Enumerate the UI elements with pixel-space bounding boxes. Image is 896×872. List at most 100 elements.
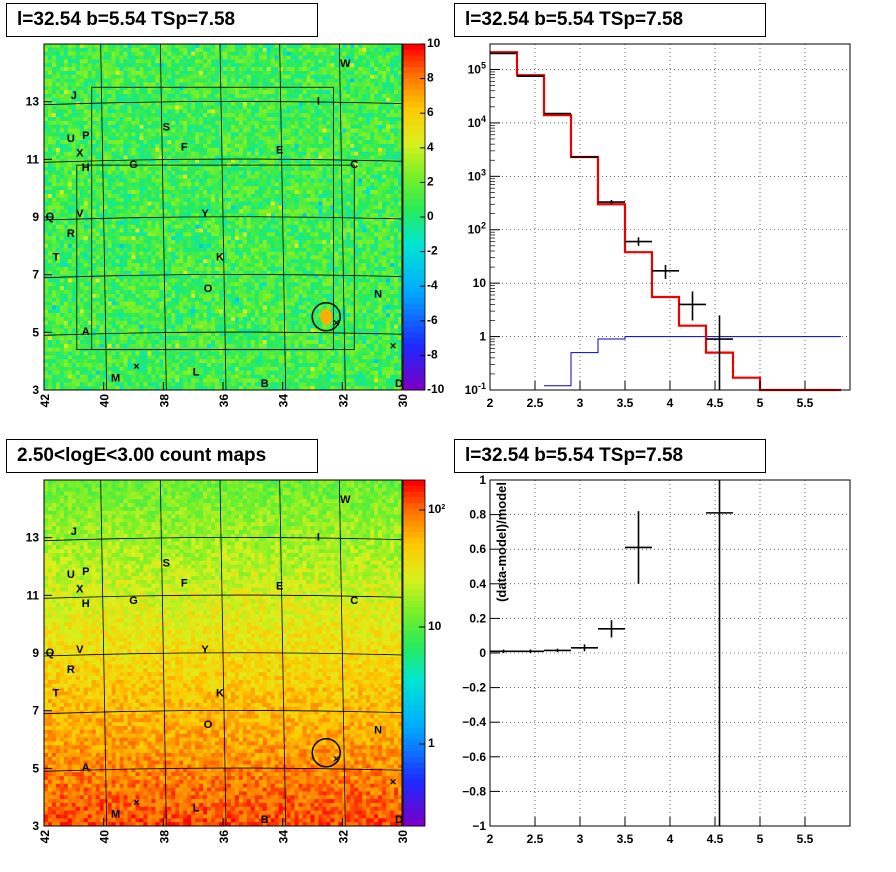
count-map-title: 2.50<logE<3.00 count maps: [6, 439, 318, 473]
residual-map-source-label: Y: [201, 208, 209, 220]
residual-map-ytick-label: 5: [32, 325, 39, 339]
count-map-xtick-label: 42: [38, 830, 52, 844]
residual-map-source-label: M: [111, 372, 120, 384]
residual-map-xtick-label: 40: [98, 394, 112, 408]
ratio-ytick-label: −1: [472, 819, 486, 833]
residual-map-source-label: E: [276, 145, 283, 157]
residual-map-source-label: R: [67, 228, 75, 240]
residual-ratio-svg: 2 2.5 3 3.5 4 4.5 5 5.5 1 0.8 0.6 0.4 0.2 0 −0.2 −0.4 −0…: [462, 473, 851, 846]
ratio-ytick-label: 0.8: [469, 508, 486, 522]
spectrum-xtick-label: 5.5: [797, 396, 814, 410]
count-map-ytick-label: 5: [32, 761, 39, 775]
residual-map-source-label: P: [82, 130, 89, 142]
count-map-source-label: G: [129, 595, 138, 607]
count-map-source-label: D: [395, 814, 403, 826]
residual-map-title: l=32.54 b=5.54 TSp=7.58: [6, 3, 318, 37]
spectrum-data-point: [625, 237, 652, 246]
count-map-cross-marker: ×: [133, 797, 139, 809]
count-map-colorbar: [403, 480, 425, 827]
residual-map-source-label: G: [129, 159, 138, 171]
count-map-source-label: N: [374, 725, 382, 737]
residual-map-source-label: X: [76, 147, 84, 159]
count-map-cross-marker: ×: [390, 777, 396, 789]
spectrum-grid: [489, 44, 850, 390]
ratio-xtick-label: 3: [577, 832, 584, 846]
count-map-source-label: I: [317, 532, 320, 544]
residual-map-source-label: O: [204, 283, 213, 295]
residual-map-cbar-label: -2: [427, 244, 438, 258]
spectrum-xtick-label: 3.5: [617, 396, 634, 410]
ratio-xtick-label: 5: [757, 832, 764, 846]
residual-map-source-label: T: [53, 251, 60, 263]
residual-map-cbar-label: -10: [427, 382, 445, 396]
residual-map-colorbar: [403, 44, 425, 391]
spectrum-ytick-label: 10-1: [465, 381, 486, 397]
residual-map-cbar-label: 0: [427, 209, 434, 223]
count-map-xtick-label: 30: [396, 830, 410, 844]
count-map-source-label: J: [71, 526, 77, 538]
residual-map-source-label: F: [181, 142, 188, 154]
count-map-graticule: [43, 479, 403, 827]
residual-map-panel: J W I S U P X F E H G C Q V Y R T K O N A M L B D × × × 42 40 38 36 34 32…: [0, 0, 448, 436]
residual-map-cbar-label: 6: [427, 105, 434, 119]
count-map-ytick-label: 9: [32, 646, 39, 660]
count-map-source-label: M: [111, 808, 120, 820]
count-map-ytick-label: 11: [26, 588, 39, 602]
spectrum-xtick-label: 4: [667, 396, 674, 410]
residual-map-cbar-label: 8: [427, 71, 434, 85]
spectrum-ytick-label: 102: [468, 221, 486, 237]
residual-map-ytick-label: 11: [26, 152, 39, 166]
residual-map-cross-marker: ×: [333, 318, 339, 330]
count-map-source-label: W: [340, 494, 351, 506]
count-map-ytick-label: 3: [32, 819, 39, 833]
count-map-source-label: B: [261, 814, 269, 826]
count-map-source-label: R: [67, 664, 75, 676]
residual-map-xtick-label: 32: [336, 394, 350, 408]
residual-map-cbar-label: -4: [427, 278, 438, 292]
count-map-source-label: X: [76, 583, 84, 595]
residual-map-cbar-label: -8: [427, 347, 438, 361]
ratio-ytick-label: 1: [479, 473, 486, 487]
residual-map-xtick-label: 38: [157, 394, 171, 408]
count-map-xtick-label: 34: [277, 830, 291, 844]
ratio-ylabel: (data-model)/model: [494, 482, 509, 602]
ratio-data-point: [517, 649, 544, 653]
residual-map-graticule: [43, 43, 403, 391]
count-map-source-label: E: [276, 581, 283, 593]
count-map-source-label: C: [350, 595, 358, 607]
ratio-ytick-label: 0.2: [469, 611, 486, 625]
spectrum-xtick-label: 2.5: [527, 396, 544, 410]
spectrum-svg: 2 2.5 3 3.5 4 4.5 5 5.5 10-1 1 10 102 103 104 105: [465, 43, 851, 410]
ratio-ytick-label: −0.4: [462, 715, 486, 729]
count-map-cbar-label: 1: [428, 736, 435, 750]
count-map-source-circle: [311, 738, 341, 768]
ratio-data-point: [544, 648, 571, 653]
count-map-source-label: K: [216, 687, 224, 699]
spectrum-data-point: [679, 291, 706, 321]
residual-map-cbar-label: 10: [427, 36, 441, 50]
residual-map-source-label: N: [374, 289, 382, 301]
spectrum-title: l=32.54 b=5.54 TSp=7.58: [454, 3, 766, 37]
ratio-data-point: [706, 480, 733, 826]
count-map-source-label: A: [82, 762, 90, 774]
count-map-ytick-label: 13: [26, 531, 40, 545]
residual-map-cbar-label: 2: [427, 174, 434, 188]
residual-map-source-label: I: [317, 96, 320, 108]
count-map-source-label: Y: [201, 644, 209, 656]
ratio-ytick-label: −0.8: [462, 784, 486, 798]
count-map-xtick-label: 36: [217, 830, 231, 844]
spectrum-xtick-label: 3: [577, 396, 584, 410]
spectrum-xtick-label: 4.5: [707, 396, 724, 410]
residual-map-source-label: D: [395, 378, 403, 390]
count-map-source-label: V: [76, 644, 84, 656]
residual-map-source-label: H: [82, 162, 90, 174]
spectrum-xtick-label: 2: [487, 396, 494, 410]
residual-ratio-panel: 2 2.5 3 3.5 4 4.5 5 5.5 1 0.8 0.6 0.4 0.2 0 −0.2 −0.4 −0…: [448, 436, 896, 872]
ratio-ytick-label: 0: [479, 646, 486, 660]
residual-map-cbar-label: 4: [427, 140, 434, 154]
spectrum-data-point: [652, 264, 679, 279]
residual-map-ytick-label: 3: [32, 383, 39, 397]
residual-map-xtick-label: 42: [38, 394, 52, 408]
ratio-ytick-label: −0.2: [462, 681, 486, 695]
